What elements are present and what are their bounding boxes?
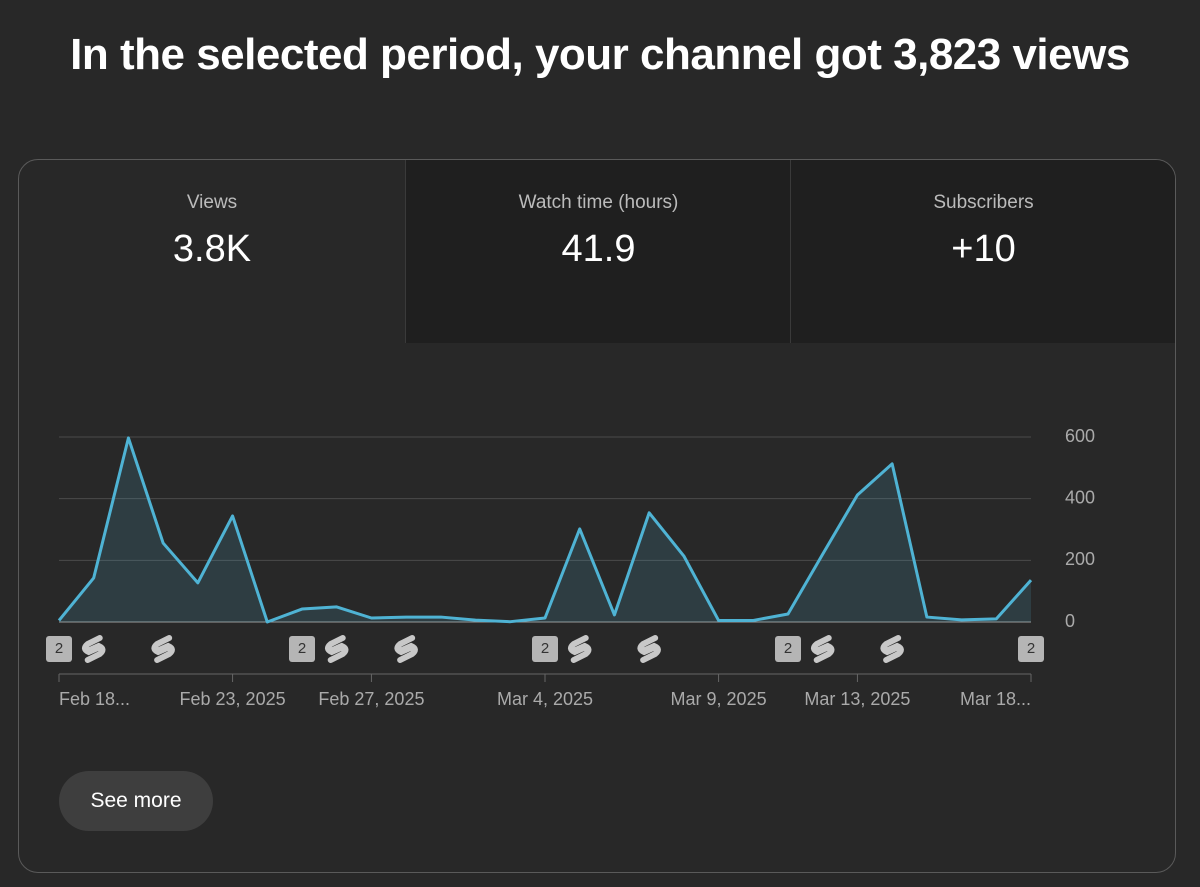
tab-value: 3.8K <box>172 228 252 270</box>
tab-label: Subscribers <box>933 192 1034 213</box>
see-more-button[interactable]: See more <box>59 771 213 831</box>
upload-badge-label: 2 <box>541 640 549 657</box>
shorts-icon[interactable] <box>567 635 592 663</box>
tab-value: 41.9 <box>561 228 636 270</box>
upload-badge-label: 2 <box>1027 640 1035 657</box>
tab[interactable]: Views 3.8K <box>19 160 405 343</box>
tab-value: +10 <box>951 228 1016 270</box>
upload-badge[interactable] <box>46 636 72 662</box>
upload-badge[interactable] <box>532 636 558 662</box>
page-title: In the selected period, your channel got… <box>70 30 1130 79</box>
x-tick-label: Feb 27, 2025 <box>318 689 424 709</box>
shorts-icon[interactable] <box>880 635 904 663</box>
area-fill <box>59 437 1031 622</box>
upload-badge[interactable] <box>1018 636 1044 662</box>
x-tick-label: Mar 4, 2025 <box>497 689 593 709</box>
shorts-icon[interactable] <box>81 635 106 663</box>
upload-badge[interactable] <box>289 636 315 662</box>
x-tick-label: Mar 9, 2025 <box>671 689 767 709</box>
y-tick-label: 200 <box>1065 549 1095 569</box>
shorts-icon[interactable] <box>394 635 418 663</box>
y-tick-label: 400 <box>1065 487 1095 507</box>
x-tick-label: Feb 23, 2025 <box>180 689 286 709</box>
upload-badge-label: 2 <box>298 640 306 657</box>
shorts-icon[interactable] <box>324 635 349 663</box>
tab-label: Views <box>186 192 238 213</box>
y-tick-label: 0 <box>1065 611 1075 631</box>
tab-label: Watch time (hours) <box>518 192 679 213</box>
upload-badge-label: 2 <box>55 640 63 657</box>
x-tick-label: Mar 13, 2025 <box>804 689 910 709</box>
line <box>57 436 1033 624</box>
upload-badge[interactable] <box>775 636 801 662</box>
upload-badge-label: 2 <box>784 640 792 657</box>
x-tick-label: Feb 18... <box>59 689 130 709</box>
tab[interactable]: Subscribers +10 <box>790 160 1175 343</box>
shorts-icon[interactable] <box>637 635 661 663</box>
shorts-icon[interactable] <box>810 635 835 663</box>
x-tick-label: Mar 18... <box>960 689 1031 709</box>
analytics-card: Views 3.8K Watch time (hours) 41.9 Subscri… <box>18 159 1176 873</box>
y-tick-label: 600 <box>1065 426 1095 446</box>
tab[interactable]: Watch time (hours) 41.9 <box>405 160 791 343</box>
shorts-icon[interactable] <box>151 635 175 663</box>
